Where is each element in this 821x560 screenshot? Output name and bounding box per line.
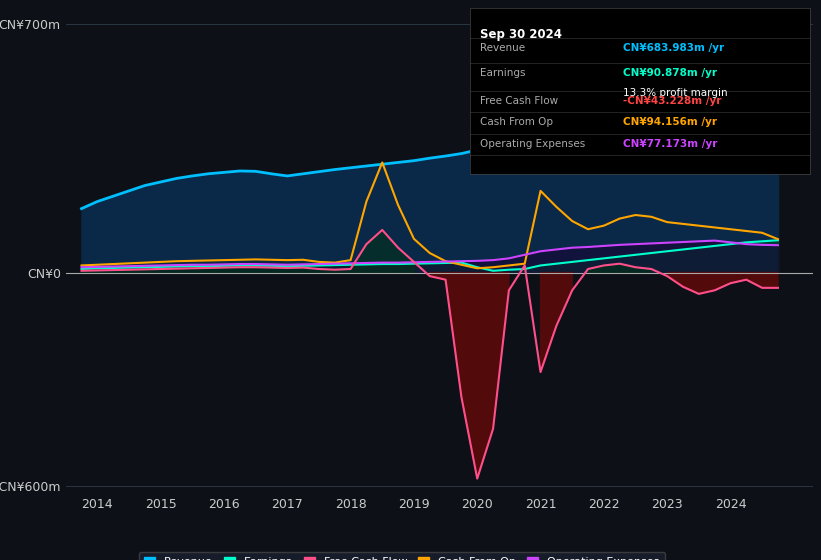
Text: CN¥90.878m /yr: CN¥90.878m /yr [623, 68, 717, 78]
Text: 13.3% profit margin: 13.3% profit margin [623, 88, 727, 97]
Text: Revenue: Revenue [479, 43, 525, 53]
Text: CN¥94.156m /yr: CN¥94.156m /yr [623, 118, 717, 128]
Text: Operating Expenses: Operating Expenses [479, 139, 585, 149]
Legend: Revenue, Earnings, Free Cash Flow, Cash From Op, Operating Expenses: Revenue, Earnings, Free Cash Flow, Cash … [139, 552, 665, 560]
Text: Free Cash Flow: Free Cash Flow [479, 96, 558, 106]
Text: Cash From Op: Cash From Op [479, 118, 553, 128]
Text: CN¥683.983m /yr: CN¥683.983m /yr [623, 43, 724, 53]
Text: Sep 30 2024: Sep 30 2024 [479, 28, 562, 41]
Text: Earnings: Earnings [479, 68, 525, 78]
Text: -CN¥43.228m /yr: -CN¥43.228m /yr [623, 96, 722, 106]
Text: CN¥77.173m /yr: CN¥77.173m /yr [623, 139, 718, 149]
